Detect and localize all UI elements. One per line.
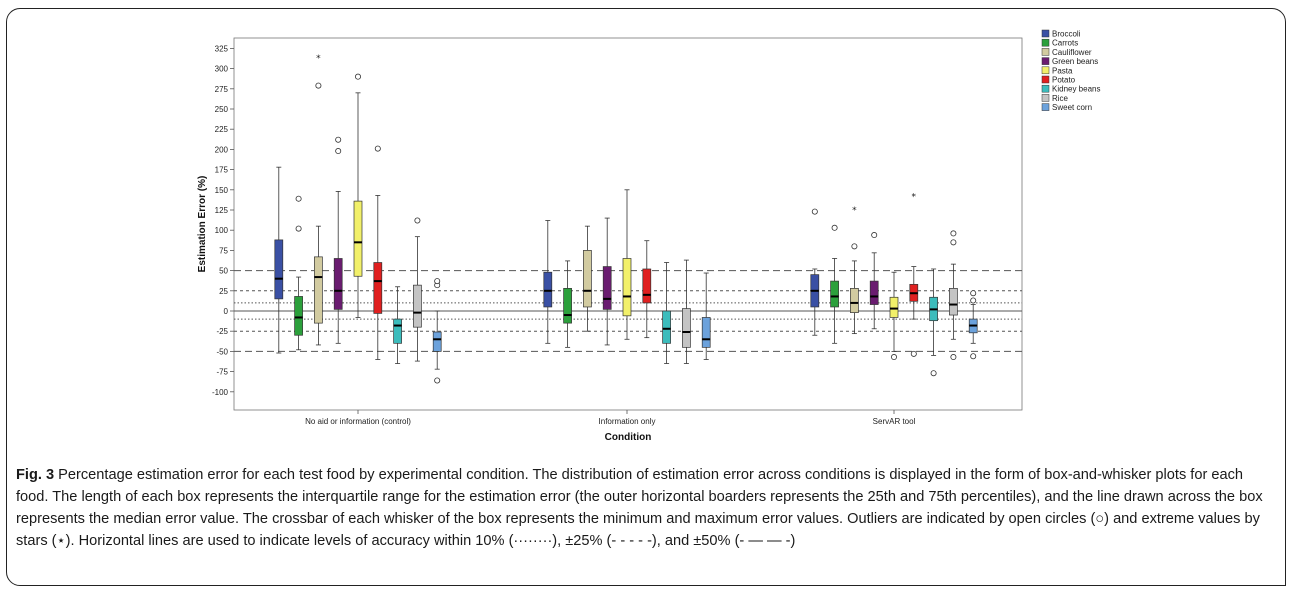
outlier-point <box>335 148 342 155</box>
outlier-point <box>891 354 898 361</box>
y-tick-label: 25 <box>219 287 228 296</box>
legend-swatch <box>1041 38 1050 47</box>
outlier-point <box>335 136 342 143</box>
y-tick-label: 100 <box>215 226 229 235</box>
box-pasta <box>353 200 363 277</box>
x-category-label: ServAR tool <box>873 417 916 426</box>
extreme-point: * <box>852 206 857 216</box>
legend-label: Potato <box>1052 76 1076 85</box>
outlier-point <box>930 370 937 377</box>
legend-swatch <box>1041 29 1050 38</box>
figure-caption: Fig. 3 Percentage estimation error for e… <box>16 464 1278 552</box>
box-kidney-beans <box>662 310 671 344</box>
outlier-point <box>871 232 878 239</box>
extreme-point: * <box>316 54 321 64</box>
y-tick-label: -50 <box>216 347 228 356</box>
legend-label: Pasta <box>1052 66 1073 75</box>
box-carrots <box>830 280 839 308</box>
box-cauliflower <box>850 288 859 313</box>
outlier-point <box>831 224 838 231</box>
y-axis: 3253002752502252001751501251007550250-25… <box>212 44 234 397</box>
x-axis-title: Condition <box>605 432 652 443</box>
y-tick-label: 325 <box>215 44 229 53</box>
legend-label: Broccoli <box>1052 30 1081 39</box>
outlier-point <box>295 195 302 202</box>
box-cauliflower <box>314 256 323 324</box>
y-tick-label: 125 <box>215 206 229 215</box>
outlier-point <box>315 82 322 89</box>
legend-label: Kidney beans <box>1052 85 1100 94</box>
box-carrots <box>294 296 303 336</box>
outlier-point <box>970 290 977 297</box>
y-tick-label: 225 <box>215 125 229 134</box>
legend-swatch <box>1041 66 1050 75</box>
outlier-point <box>354 73 361 80</box>
y-tick-label: -100 <box>212 388 229 397</box>
box-pasta <box>622 258 632 317</box>
y-tick-label: 50 <box>219 267 228 276</box>
caption-text: Percentage estimation error for each tes… <box>16 467 1263 549</box>
legend-label: Green beans <box>1052 57 1098 66</box>
box-rice <box>413 284 422 328</box>
y-tick-label: 150 <box>215 186 229 195</box>
legend-label: Rice <box>1052 94 1069 103</box>
box-pasta <box>889 296 899 318</box>
outlier-point <box>950 230 957 237</box>
outlier-point <box>434 377 441 384</box>
y-tick-label: 275 <box>215 85 229 94</box>
y-tick-label: 200 <box>215 145 229 154</box>
outlier-point <box>851 243 858 250</box>
y-tick-label: 0 <box>224 307 229 316</box>
box-plot-chart: 3253002752502252001751501251007550250-25… <box>197 29 1100 444</box>
plot-area <box>233 37 1023 411</box>
x-category-label: No aid or information (control) <box>305 417 411 426</box>
legend-swatch <box>1041 48 1050 56</box>
x-category-label: Information only <box>599 417 656 426</box>
legend-swatch <box>1041 75 1050 84</box>
box-potato <box>642 268 652 304</box>
outlier-point <box>910 350 917 357</box>
extreme-point: * <box>912 192 917 202</box>
caption-label: Fig. 3 <box>16 467 55 483</box>
outlier-point <box>811 208 818 215</box>
outlier-point <box>950 239 957 246</box>
box-potato <box>373 262 383 314</box>
box-kidney-beans <box>393 318 402 344</box>
box-green-beans <box>602 266 612 310</box>
legend-swatch <box>1041 94 1050 102</box>
box-green-beans <box>333 258 343 310</box>
box-sweet-corn <box>701 317 711 348</box>
legend-swatch <box>1041 103 1050 111</box>
outlier-point <box>295 225 302 232</box>
outlier-point <box>374 145 381 152</box>
boxes: * * * <box>274 54 978 384</box>
y-tick-label: 250 <box>215 105 229 114</box>
outlier-point <box>970 353 977 360</box>
y-axis-title: Estimation Error (%) <box>197 176 208 273</box>
outlier-point <box>970 297 977 304</box>
outlier-point <box>950 354 957 361</box>
y-tick-label: 75 <box>219 246 228 255</box>
legend-swatch <box>1041 57 1050 65</box>
legend-swatch <box>1041 84 1050 93</box>
outlier-point <box>414 217 421 224</box>
y-tick-label: -25 <box>216 327 228 336</box>
box-carrots <box>563 288 572 324</box>
box-broccoli <box>543 271 553 308</box>
box-rice <box>949 288 958 316</box>
y-tick-label: -75 <box>216 368 228 377</box>
x-axis: No aid or information (control) Informati… <box>305 410 916 426</box>
box-sweet-corn <box>432 331 442 352</box>
legend-label: Sweet corn <box>1052 103 1092 112</box>
box-rice <box>682 308 691 348</box>
legend-label: Cauliflower <box>1052 48 1092 57</box>
y-tick-label: 300 <box>215 65 229 74</box>
y-tick-label: 175 <box>215 166 229 175</box>
box-broccoli <box>274 239 284 300</box>
box-cauliflower <box>583 250 592 308</box>
legend-label: Carrots <box>1052 39 1078 48</box>
box-green-beans <box>869 280 879 305</box>
outlier-point <box>434 278 441 285</box>
